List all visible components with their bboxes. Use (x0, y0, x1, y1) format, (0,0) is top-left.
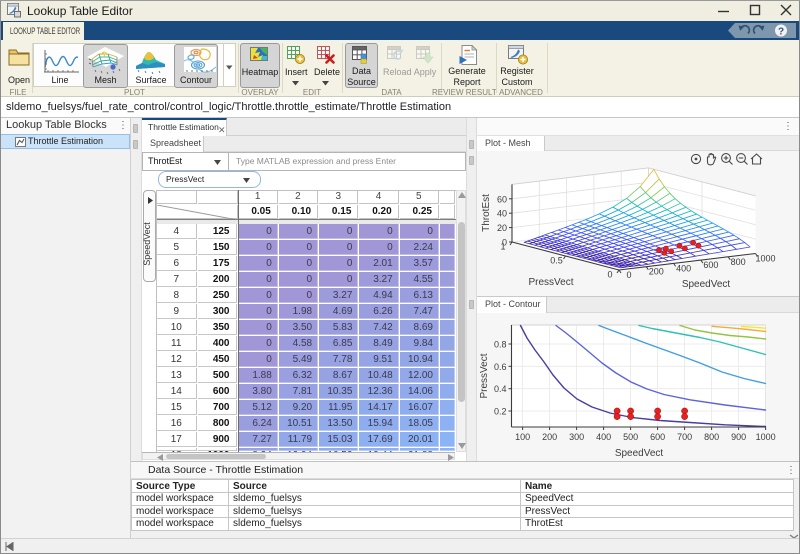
svg-text:0: 0 (607, 270, 612, 280)
svg-text:500: 500 (623, 432, 638, 442)
svg-text:0.5: 0.5 (550, 256, 563, 266)
svg-text:0.8: 0.8 (494, 340, 507, 350)
svg-text:0.2: 0.2 (494, 407, 507, 417)
svg-text:800: 800 (731, 257, 746, 267)
svg-text:ThrotEst: ThrotEst (481, 194, 492, 232)
svg-text:0: 0 (626, 270, 631, 280)
svg-text:20: 20 (497, 223, 507, 233)
svg-text:100: 100 (515, 432, 530, 442)
svg-text:PressVect: PressVect (528, 277, 573, 288)
svg-text:SpeedVect: SpeedVect (682, 279, 731, 290)
svg-text:1000: 1000 (756, 432, 776, 442)
svg-text:800: 800 (704, 432, 719, 442)
svg-text:?: ? (778, 26, 784, 37)
svg-text:40: 40 (497, 209, 507, 219)
svg-text:1: 1 (500, 242, 505, 252)
svg-text:400: 400 (596, 432, 611, 442)
svg-text:PressVect: PressVect (479, 353, 490, 398)
svg-text:600: 600 (703, 260, 718, 270)
svg-text:700: 700 (677, 432, 692, 442)
svg-text:0: 0 (502, 238, 507, 248)
svg-text:0.6: 0.6 (494, 362, 507, 372)
svg-text:SpeedVect: SpeedVect (615, 448, 664, 459)
svg-text:300: 300 (569, 432, 584, 442)
svg-text:60: 60 (497, 194, 507, 204)
svg-text:1000: 1000 (755, 254, 775, 264)
svg-text:900: 900 (731, 432, 746, 442)
svg-text:600: 600 (650, 432, 665, 442)
svg-text:200: 200 (542, 432, 557, 442)
svg-text:0.4: 0.4 (494, 384, 507, 394)
svg-text:400: 400 (676, 263, 691, 273)
svg-text:200: 200 (649, 267, 664, 277)
